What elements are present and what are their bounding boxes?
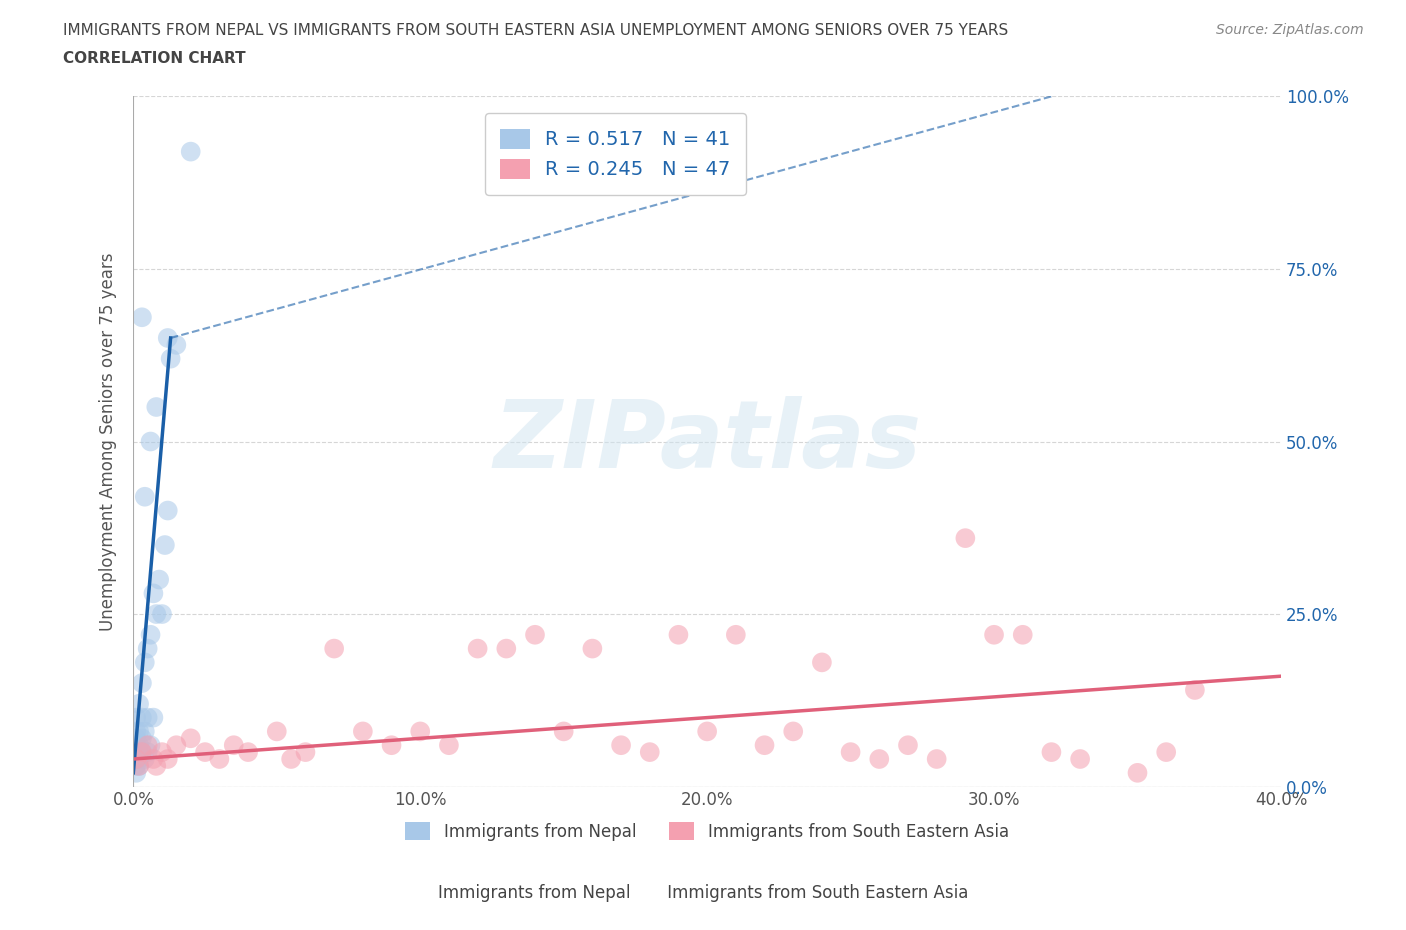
Point — [125, 751, 148, 766]
Point — [134, 751, 156, 766]
Point — [128, 759, 150, 774]
Point — [1126, 765, 1149, 780]
Point — [782, 724, 804, 738]
Point — [128, 745, 150, 760]
Point — [131, 676, 153, 691]
Point — [139, 737, 162, 752]
Point — [524, 628, 547, 643]
Point — [1154, 745, 1177, 760]
Point — [222, 737, 245, 752]
Text: ZIPatlas: ZIPatlas — [494, 395, 921, 487]
Text: Immigrants from Nepal       Immigrants from South Eastern Asia: Immigrants from Nepal Immigrants from So… — [437, 884, 969, 902]
Point — [194, 745, 217, 760]
Point — [136, 641, 159, 656]
Point — [208, 751, 231, 766]
Point — [131, 711, 153, 725]
Point — [148, 572, 170, 587]
Point — [266, 724, 288, 738]
Point — [610, 737, 633, 752]
Point — [811, 655, 834, 670]
Text: Source: ZipAtlas.com: Source: ZipAtlas.com — [1216, 23, 1364, 37]
Point — [156, 330, 179, 345]
Point — [128, 737, 150, 752]
Point — [897, 737, 920, 752]
Point — [131, 731, 153, 746]
Point — [128, 724, 150, 738]
Point — [136, 711, 159, 725]
Point — [145, 759, 167, 774]
Point — [165, 737, 187, 752]
Point — [153, 538, 176, 552]
Point — [467, 641, 489, 656]
Point — [495, 641, 517, 656]
Point — [1069, 751, 1091, 766]
Point — [134, 655, 156, 670]
Point — [165, 338, 187, 352]
Point — [983, 628, 1005, 643]
Point — [150, 606, 173, 621]
Point — [156, 751, 179, 766]
Point — [236, 745, 259, 760]
Text: IMMIGRANTS FROM NEPAL VS IMMIGRANTS FROM SOUTH EASTERN ASIA UNEMPLOYMENT AMONG S: IMMIGRANTS FROM NEPAL VS IMMIGRANTS FROM… — [63, 23, 1008, 38]
Point — [754, 737, 776, 752]
Point — [136, 737, 159, 752]
Point — [125, 745, 148, 760]
Point — [696, 724, 718, 738]
Point — [380, 737, 402, 752]
Point — [581, 641, 603, 656]
Point — [125, 751, 148, 766]
Point — [352, 724, 374, 738]
Point — [839, 745, 862, 760]
Point — [294, 745, 316, 760]
Y-axis label: Unemployment Among Seniors over 75 years: Unemployment Among Seniors over 75 years — [100, 252, 117, 631]
Point — [131, 745, 153, 760]
Point — [142, 751, 165, 766]
Point — [125, 737, 148, 752]
Point — [437, 737, 460, 752]
Point — [134, 724, 156, 738]
Point — [868, 751, 890, 766]
Point — [125, 759, 148, 774]
Point — [125, 724, 148, 738]
Legend: Immigrants from Nepal, Immigrants from South Eastern Asia: Immigrants from Nepal, Immigrants from S… — [399, 816, 1015, 847]
Point — [139, 434, 162, 449]
Point — [156, 503, 179, 518]
Point — [134, 489, 156, 504]
Point — [180, 731, 202, 746]
Point — [1184, 683, 1206, 698]
Point — [125, 731, 148, 746]
Point — [131, 310, 153, 325]
Point — [142, 586, 165, 601]
Point — [668, 628, 690, 643]
Point — [128, 751, 150, 766]
Point — [323, 641, 346, 656]
Point — [145, 606, 167, 621]
Point — [145, 400, 167, 415]
Point — [159, 352, 181, 366]
Point — [925, 751, 948, 766]
Point — [409, 724, 432, 738]
Point — [553, 724, 575, 738]
Point — [139, 628, 162, 643]
Point — [136, 745, 159, 760]
Text: CORRELATION CHART: CORRELATION CHART — [63, 51, 246, 66]
Point — [280, 751, 302, 766]
Point — [128, 697, 150, 711]
Point — [638, 745, 661, 760]
Point — [125, 765, 148, 780]
Point — [128, 759, 150, 774]
Point — [1011, 628, 1033, 643]
Point — [1040, 745, 1063, 760]
Point — [142, 711, 165, 725]
Point — [125, 711, 148, 725]
Point — [150, 745, 173, 760]
Point — [180, 144, 202, 159]
Point — [131, 745, 153, 760]
Point — [724, 628, 747, 643]
Point — [955, 531, 977, 546]
